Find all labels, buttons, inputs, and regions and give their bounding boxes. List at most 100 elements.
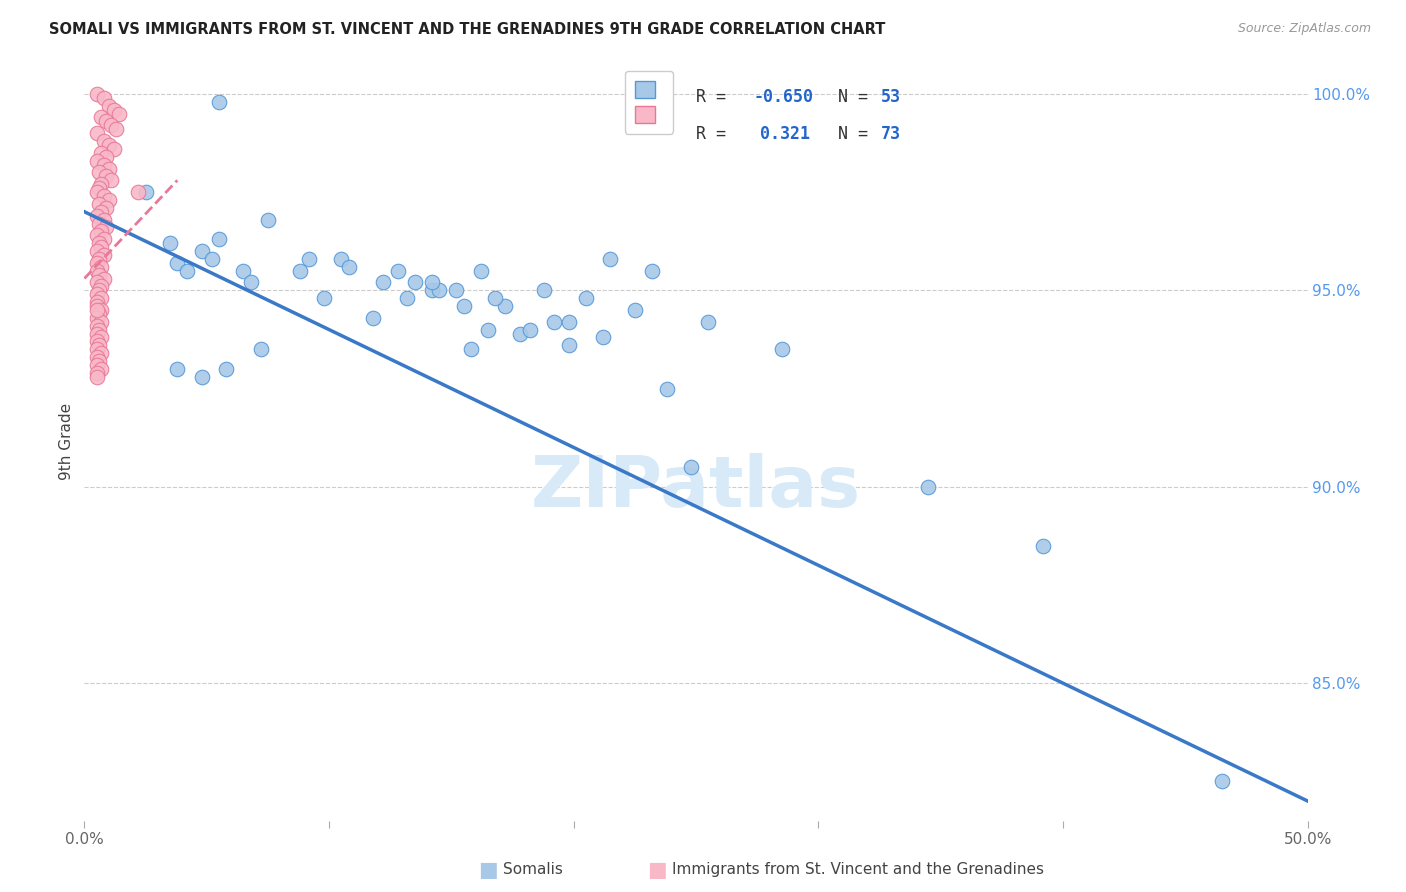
Point [90,315,112,329]
Point [697,315,720,329]
Y-axis label: 9th Grade: 9th Grade [59,403,75,480]
Point [86,326,108,341]
Point [127,185,149,199]
Point [533,283,555,297]
Point [86,287,108,301]
Text: ■: ■ [647,860,666,880]
Text: N =: N = [818,126,879,144]
Point [641,263,664,277]
Legend: , : , [624,70,673,134]
Point [166,256,188,270]
Point [96,201,118,215]
Point [215,362,238,376]
Point [86,358,108,372]
Point [90,178,112,192]
Point [93,189,115,203]
Point [470,263,492,277]
Point [1032,539,1054,553]
Point [107,106,129,120]
Point [87,252,110,266]
Point [87,338,110,352]
Point [90,291,112,305]
Point [96,150,118,164]
Point [917,480,939,494]
Point [494,299,516,313]
Point [86,228,108,243]
Text: Source: ZipAtlas.com: Source: ZipAtlas.com [1237,22,1371,36]
Text: 0.321: 0.321 [759,126,810,144]
Point [87,354,110,368]
Point [86,310,108,325]
Point [288,263,311,277]
Point [460,343,482,357]
Point [298,252,321,266]
Point [484,291,506,305]
Point [86,209,108,223]
Point [86,366,108,380]
Point [93,212,115,227]
Point [575,291,598,305]
Point [90,346,112,360]
Point [330,252,353,266]
Point [509,326,531,341]
Point [519,322,541,336]
Point [191,369,214,384]
Point [624,302,647,317]
Point [558,338,581,352]
Point [86,276,108,290]
Point [90,224,112,238]
Point [87,236,110,251]
Point [90,240,112,254]
Point [93,91,115,105]
Point [176,263,198,277]
Point [87,307,110,321]
Text: ■: ■ [478,860,498,880]
Point [97,193,120,207]
Point [97,137,120,152]
Text: ZIPatlas: ZIPatlas [531,452,860,522]
Point [453,299,475,313]
Point [239,276,262,290]
Point [404,276,426,290]
Point [87,217,110,231]
Point [93,158,115,172]
Point [592,330,614,344]
Point [97,98,120,112]
Text: Immigrants from St. Vincent and the Grenadines: Immigrants from St. Vincent and the Gren… [672,863,1045,877]
Point [90,279,112,293]
Point [86,350,108,364]
Point [420,276,443,290]
Point [87,322,110,336]
Point [444,283,467,297]
Point [86,263,108,277]
Point [103,142,125,156]
Point [86,318,108,333]
Point [93,248,115,262]
Point [166,362,188,376]
Point [90,330,112,344]
Point [314,291,336,305]
Point [93,271,115,285]
Point [90,260,112,274]
Point [599,252,621,266]
Point [87,165,110,179]
Text: Somalis: Somalis [503,863,564,877]
Point [191,244,214,258]
Point [655,382,678,396]
Point [86,299,108,313]
Point [135,185,157,199]
Point [1211,774,1233,789]
Point [337,260,360,274]
Text: 53: 53 [880,87,901,105]
Point [770,343,793,357]
Point [86,256,108,270]
Point [87,181,110,195]
Point [420,283,443,297]
Point [86,302,108,317]
Point [96,220,118,235]
Point [86,244,108,258]
Text: R =: R = [696,87,735,105]
Text: 73: 73 [880,126,901,144]
Point [232,263,254,277]
Point [87,197,110,211]
